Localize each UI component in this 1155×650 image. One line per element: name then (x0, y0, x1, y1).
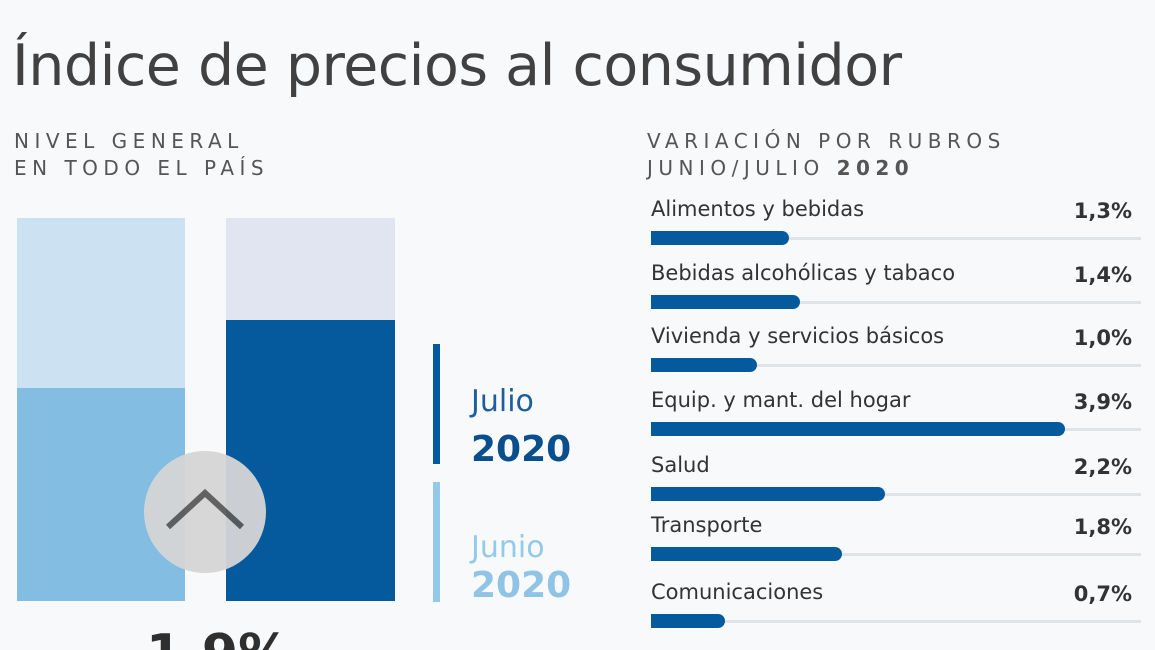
rubro-track (651, 553, 1141, 556)
rubro-track (651, 620, 1141, 623)
rubro-value: 1,4% (1073, 263, 1132, 287)
rubro-value: 3,9% (1073, 390, 1132, 414)
rubro-label: Bebidas alcohólicas y tabaco (651, 261, 956, 285)
bar-julio-background (226, 218, 395, 320)
bar-julio (226, 320, 395, 601)
rubro-value: 2,2% (1073, 455, 1132, 479)
rubro-label: Salud (651, 453, 710, 477)
rubro-value: 1,0% (1073, 326, 1132, 350)
left-subtitle-line-2: EN TODO EL PAÍS (14, 156, 270, 180)
general-index-value: 1,9% (146, 628, 290, 650)
legend-junio-label: Junio (471, 530, 545, 565)
rubro-label: Equip. y mant. del hogar (651, 388, 911, 412)
rubro-bar (651, 487, 885, 501)
rubro-label: Alimentos y bebidas (651, 197, 865, 221)
rubro-value: 1,8% (1073, 515, 1132, 539)
rubro-track (651, 364, 1141, 367)
rubro-value: 0,7% (1073, 582, 1132, 606)
bar-junio-background (17, 218, 185, 388)
rubro-track (651, 493, 1141, 496)
left-subtitle-line-1: NIVEL GENERAL (14, 129, 244, 153)
rubro-label: Comunicaciones (651, 580, 824, 604)
right-subtitle-year: 2020 (836, 156, 915, 180)
rubro-bar (651, 422, 1065, 436)
page-title: Índice de precios al consumidor (12, 33, 902, 99)
rubro-track (651, 237, 1141, 240)
legend-junio-marker (433, 482, 440, 602)
legend-julio-marker (433, 344, 440, 464)
rubro-bar (651, 295, 800, 309)
rubro-value: 1,3% (1073, 199, 1132, 223)
legend-julio-year: 2020 (471, 429, 572, 470)
left-subtitle: NIVEL GENERAL EN TODO EL PAÍS (14, 128, 269, 182)
legend-junio-year: 2020 (471, 565, 572, 606)
scroll-up-button[interactable] (144, 451, 266, 573)
rubro-track (651, 301, 1141, 304)
rubro-bar (651, 547, 842, 561)
right-subtitle-line-2: JUNIO/JULIO 2020 (647, 155, 1006, 182)
rubro-bar (651, 231, 789, 245)
rubro-label: Transporte (651, 513, 763, 537)
legend-julio-label: Julio (471, 384, 534, 419)
rubro-label: Vivienda y servicios básicos (651, 324, 945, 348)
rubro-bar (651, 614, 725, 628)
right-subtitle: VARIACIÓN POR RUBROS JUNIO/JULIO 2020 (647, 128, 1006, 182)
rubro-bar (651, 358, 757, 372)
right-subtitle-line-1: VARIACIÓN POR RUBROS (647, 129, 1006, 153)
right-subtitle-period: JUNIO/JULIO (647, 156, 825, 180)
chevron-up-icon (165, 488, 245, 530)
